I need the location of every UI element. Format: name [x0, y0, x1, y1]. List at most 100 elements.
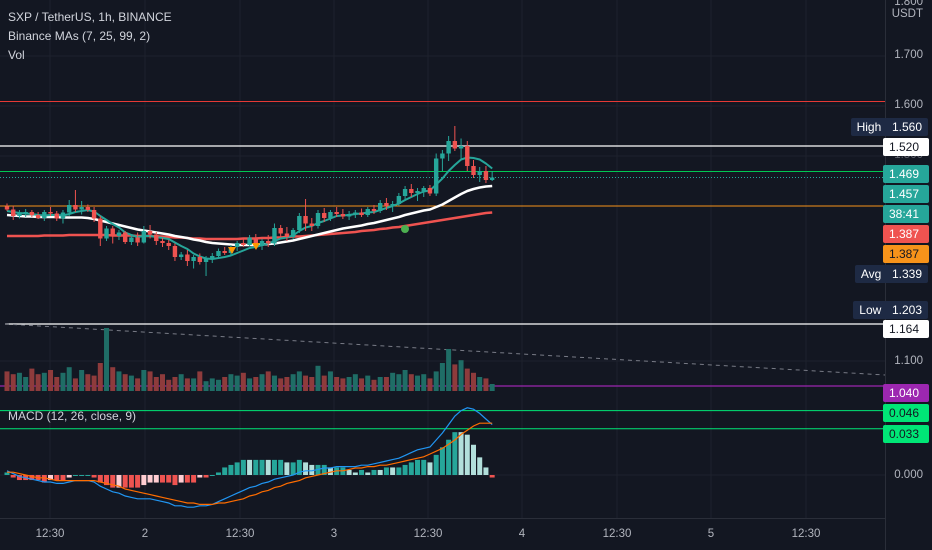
candle-body [79, 207, 84, 210]
volume-bar [4, 371, 10, 391]
candle-body [353, 212, 358, 214]
macd-histogram-bar [215, 472, 221, 475]
macd-histogram-bar [303, 462, 309, 475]
candle-body [266, 241, 271, 244]
candle-body [73, 205, 78, 210]
macd-histogram-bar [390, 467, 396, 475]
volume-bar [191, 378, 197, 391]
candle-body [359, 212, 364, 215]
macd-histogram-bar [85, 475, 91, 476]
symbol-title[interactable]: SXP / TetherUS, 1h, BINANCE [8, 10, 172, 24]
low-label-value: 1.203 [891, 303, 922, 317]
volume-bar [421, 374, 427, 391]
macd-histogram-bar [166, 475, 172, 483]
candle-body [67, 205, 72, 213]
candle [4, 203, 10, 211]
volume-bar [54, 377, 60, 391]
line-1520-label: 1.520 [883, 138, 929, 156]
candle-body [135, 237, 140, 243]
volume-bar [141, 370, 147, 391]
macd-histogram-bar [160, 475, 165, 483]
macd-histogram-bar [54, 475, 60, 481]
macd-histogram-bar [234, 462, 240, 475]
volume-bar [178, 374, 184, 391]
candle-body [396, 196, 402, 204]
candle-body [471, 166, 476, 175]
volume-bar [265, 371, 271, 391]
low-label-name: Low [859, 303, 882, 317]
volume-bar [91, 375, 97, 391]
volume-bar [29, 368, 35, 391]
candle [415, 188, 420, 201]
volume-bar [253, 377, 259, 391]
macd-histogram-bar [421, 459, 427, 475]
candle-body [203, 258, 209, 262]
candle [359, 208, 364, 217]
candle [67, 200, 72, 216]
candle [396, 193, 402, 206]
volume-bar [35, 374, 41, 391]
macd-histogram-bar [203, 475, 209, 478]
candle [290, 228, 296, 239]
macd-histogram-bar [110, 475, 116, 488]
volume-bar [296, 371, 302, 391]
candle [278, 225, 283, 237]
volume-bar [240, 372, 246, 391]
currency-label: USDT [891, 8, 923, 20]
candle [421, 186, 426, 197]
candle [110, 226, 115, 244]
macd-histogram-bar [309, 464, 315, 475]
candle-body [17, 213, 22, 216]
candle [216, 248, 221, 259]
candle [98, 216, 103, 246]
candle-body [234, 243, 240, 247]
macd-histogram-bar [228, 464, 234, 475]
candle [390, 201, 395, 212]
candle-body [197, 257, 203, 262]
volume-bar [271, 375, 277, 391]
macd-histogram-bar [290, 462, 296, 475]
line-1040-label: 1.040 [883, 384, 929, 402]
candle [241, 239, 246, 247]
macd-value-label: 0.046 [883, 404, 929, 422]
candle-body [284, 233, 290, 237]
y-tick: 1.700 [894, 49, 923, 61]
volume-bar [104, 328, 110, 391]
candle [17, 210, 22, 219]
ma-legend[interactable]: Binance MAs (7, 25, 99, 2) [8, 29, 151, 43]
line-1164-label: 1.164 [883, 320, 929, 338]
candle [11, 206, 16, 220]
candle-body [166, 243, 171, 246]
x-tick: 12:30 [225, 528, 255, 540]
y-tick-top: 1.800 [894, 0, 923, 8]
macd-histogram-bar [141, 475, 147, 486]
macd-histogram-bar [471, 444, 476, 475]
volume-bar [383, 377, 389, 391]
macd-histogram-bar [116, 475, 122, 488]
x-tick: 5 [707, 528, 715, 540]
candle-body [147, 231, 153, 235]
volume-bar [483, 378, 489, 391]
candle-body [4, 206, 10, 210]
macd-signal-label: 0.033 [883, 425, 929, 443]
candle [346, 211, 352, 220]
macd-histogram-bar [172, 475, 178, 486]
macd-histogram-bar [365, 472, 371, 475]
volume-bar [128, 375, 134, 391]
macd-histogram-bar [439, 447, 445, 475]
candle-body [477, 171, 482, 175]
macd-legend[interactable]: MACD (12, 26, close, 9) [8, 409, 137, 423]
ma99-label: 1.387 [883, 245, 929, 263]
candle-body [35, 215, 41, 218]
candle-body [54, 213, 59, 219]
volume-bar [172, 377, 178, 391]
volume-bar [10, 374, 16, 391]
volume-bars [4, 328, 495, 391]
macd-histogram-bar [240, 459, 246, 475]
y-tick: 1.100 [894, 355, 923, 367]
volume-legend[interactable]: Vol [8, 48, 25, 62]
candle-body [452, 141, 458, 149]
candle-body [241, 243, 246, 245]
trend-line [4, 323, 886, 376]
